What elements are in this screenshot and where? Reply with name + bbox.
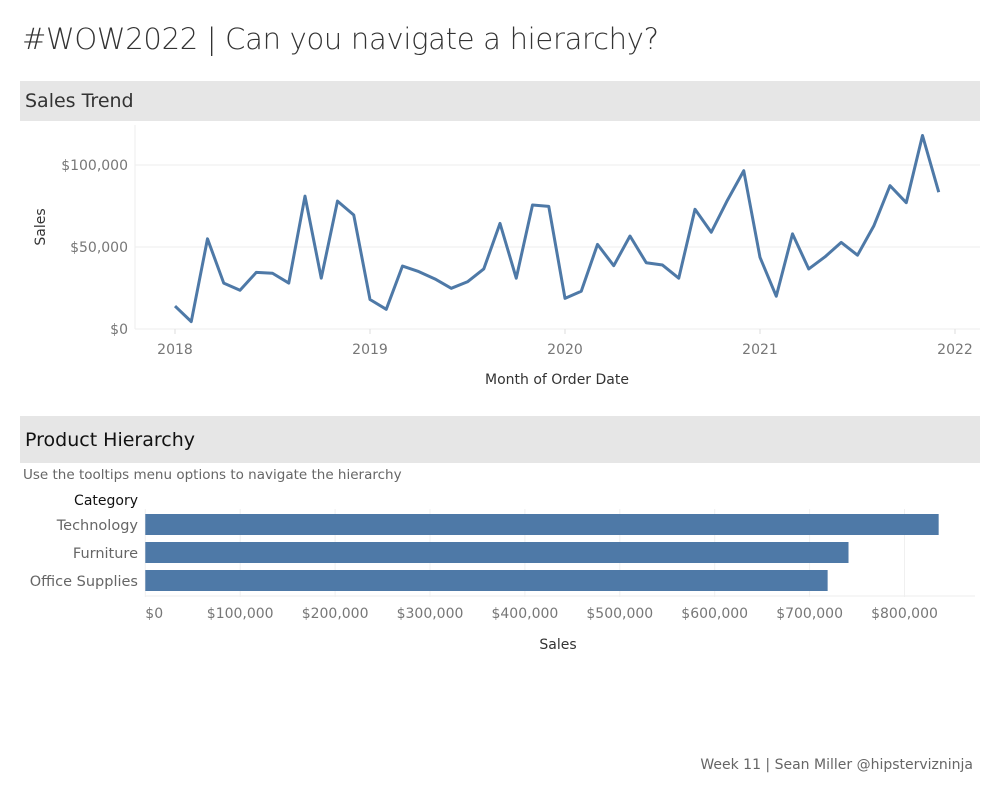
x-tick-label: $400,000 <box>491 606 558 622</box>
product-hierarchy-title: Product Hierarchy <box>25 429 196 451</box>
x-tick-label: $500,000 <box>586 606 653 622</box>
x-tick-label: 2022 <box>937 342 973 358</box>
y-axis-title: Sales <box>33 208 49 245</box>
data-point <box>773 293 779 299</box>
data-point <box>367 296 373 302</box>
sales-trend-header: Sales Trend <box>20 81 980 121</box>
sales-trend-chart[interactable]: $0 $50,000 $100,000 2018 2019 2020 2021 2022 Mon… <box>0 121 999 401</box>
data-point <box>318 275 324 281</box>
data-point <box>871 223 877 229</box>
bar-technology[interactable] <box>145 514 939 535</box>
x-tick-label: $600,000 <box>681 606 748 622</box>
data-point <box>513 275 519 281</box>
data-point <box>172 303 178 309</box>
x-tick-label: $100,000 <box>207 606 274 622</box>
data-point <box>530 202 536 208</box>
y-tick-label: $100,000 <box>61 158 128 174</box>
y-tick-label: $50,000 <box>70 240 128 256</box>
data-point <box>725 197 731 203</box>
data-point <box>562 295 568 301</box>
data-point <box>432 276 438 282</box>
bar-furniture[interactable] <box>145 542 849 563</box>
data-point <box>741 168 747 174</box>
product-hierarchy-subtitle: Use the tooltips menu options to navigat… <box>23 467 402 483</box>
data-point <box>595 241 601 247</box>
data-point <box>692 206 698 212</box>
data-point <box>627 233 633 239</box>
data-point <box>611 263 617 269</box>
data-point <box>660 262 666 268</box>
bar-office-supplies[interactable] <box>145 570 828 591</box>
data-point <box>497 220 503 226</box>
sales-trend-title: Sales Trend <box>25 90 134 112</box>
data-point <box>676 275 682 281</box>
data-point <box>286 280 292 286</box>
data-point <box>400 263 406 269</box>
x-tick-label: $0 <box>145 606 163 622</box>
data-point <box>205 236 211 242</box>
data-point <box>481 266 487 272</box>
data-point <box>838 239 844 245</box>
x-tick-label: $800,000 <box>871 606 938 622</box>
data-point <box>936 189 942 195</box>
data-point <box>790 231 796 237</box>
x-tick-label: 2018 <box>157 342 193 358</box>
data-point <box>270 270 276 276</box>
data-point <box>546 203 552 209</box>
product-hierarchy-chart[interactable]: Category $0 $100,000 $200,000 $300,000 $400,0… <box>0 485 999 665</box>
data-point <box>903 200 909 206</box>
category-header: Category <box>74 493 138 509</box>
data-point <box>920 132 926 138</box>
data-point <box>302 193 308 199</box>
data-point <box>335 198 341 204</box>
footer-credit: Week 11 | Sean Miller @hipstervizninja <box>700 757 973 773</box>
category-label: Office Supplies <box>30 574 138 590</box>
category-label: Technology <box>56 518 139 534</box>
data-point <box>887 183 893 189</box>
data-point <box>643 260 649 266</box>
data-point <box>806 266 812 272</box>
data-point <box>416 269 422 275</box>
data-point <box>757 254 763 260</box>
data-point <box>188 319 194 325</box>
data-point <box>237 287 243 293</box>
x-tick-label: 2019 <box>352 342 388 358</box>
data-point <box>578 288 584 294</box>
category-label: Furniture <box>73 546 138 562</box>
data-point <box>221 280 227 286</box>
data-point <box>383 306 389 312</box>
sales-line <box>173 133 941 324</box>
data-point <box>465 279 471 285</box>
data-point <box>448 285 454 291</box>
dashboard-title: #WOW2022 | Can you navigate a hierarchy? <box>22 22 659 56</box>
x-tick-label: $200,000 <box>302 606 369 622</box>
data-point <box>708 229 714 235</box>
x-axis-title: Month of Order Date <box>485 372 629 388</box>
product-hierarchy-header: Product Hierarchy <box>20 416 980 463</box>
data-point <box>351 212 357 218</box>
data-point <box>822 254 828 260</box>
x-tick-label: 2021 <box>742 342 778 358</box>
x-tick-label: $700,000 <box>776 606 843 622</box>
y-tick-label: $0 <box>110 322 128 338</box>
x-tick-label: $300,000 <box>397 606 464 622</box>
x-tick-label: 2020 <box>547 342 583 358</box>
data-point <box>253 269 259 275</box>
x-axis-title: Sales <box>539 637 576 653</box>
data-point <box>855 252 861 258</box>
